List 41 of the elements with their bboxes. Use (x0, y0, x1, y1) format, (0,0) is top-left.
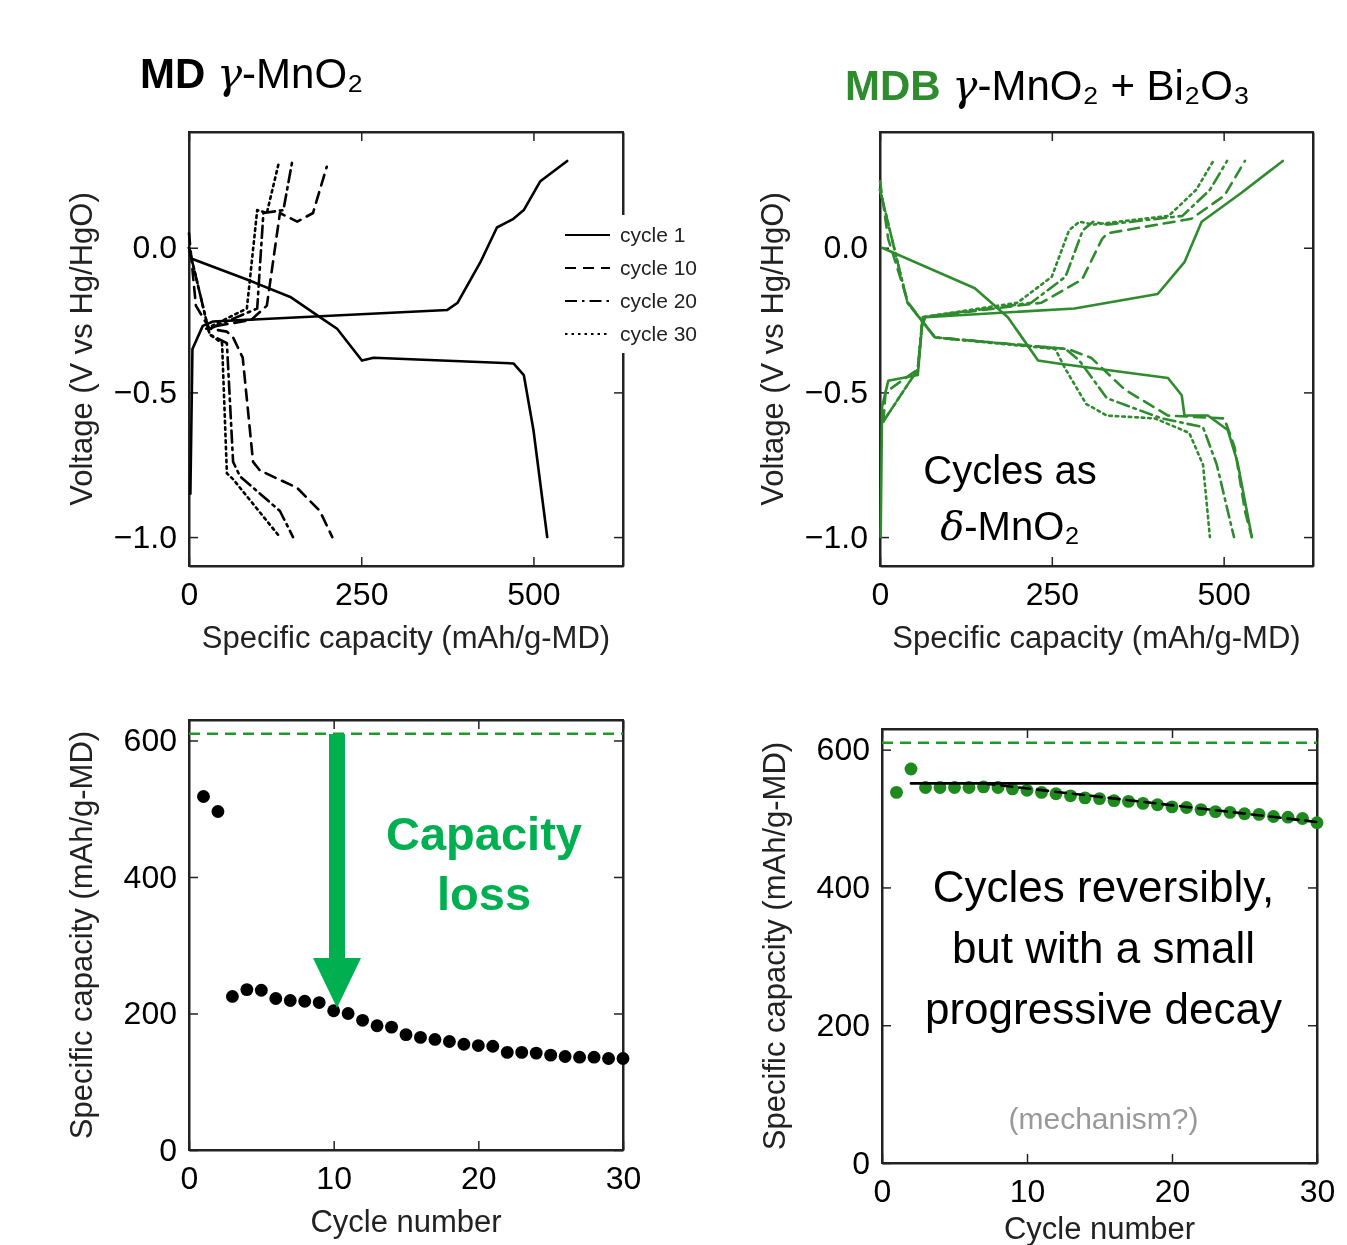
x-tick-label: 10 (1009, 1172, 1046, 1209)
y-tick-label: 200 (123, 995, 177, 1032)
y-tick-label: 400 (123, 858, 177, 895)
y-tick-label: 600 (123, 722, 177, 759)
y-axis-title: Voltage (V vs Hg/HgO) (64, 192, 99, 506)
x-tick-label: 30 (605, 1159, 642, 1196)
legend-label: cycle 30 (620, 322, 698, 345)
x-tick-label: 10 (316, 1159, 352, 1196)
annotation: Cycles reversibly, but with a small progressive decay (924, 862, 1283, 1033)
y-axis-title: Voltage (V vs Hg/HgO) (755, 192, 790, 506)
x-tick-label: 250 (1025, 575, 1080, 612)
y-tick-label: −1.0 (113, 518, 177, 555)
y-tick-label: −0.5 (804, 374, 868, 411)
x-axis-title: Cycle number (310, 1204, 502, 1239)
x-tick-label: 20 (1154, 1172, 1191, 1209)
annotation: (mechanism?) (1008, 1102, 1199, 1135)
annotation: Capacity loss (386, 807, 582, 920)
legend-label: cycle 10 (620, 256, 698, 279)
x-tick-label: 500 (507, 575, 561, 612)
chart-title: MD γ-MnO₂ (140, 49, 364, 98)
x-tick-label: 20 (461, 1159, 497, 1196)
x-axis-title: Specific capacity (mAh/g-MD) (892, 620, 1301, 655)
y-tick-label: 200 (816, 1006, 870, 1043)
y-tick-label: −1.0 (804, 518, 868, 555)
y-tick-label: −0.5 (113, 374, 177, 411)
x-tick-label: 30 (1299, 1172, 1336, 1209)
legend-label: cycle 20 (620, 289, 698, 312)
x-axis-title: Cycle number (1003, 1211, 1196, 1245)
x-tick-label: 250 (335, 575, 389, 612)
y-tick-label: 0 (159, 1131, 177, 1168)
y-axis-title: Specific capacity (mAh/g-MD) (64, 730, 99, 1140)
y-tick-label: 0.0 (823, 229, 868, 266)
x-tick-label: 500 (1197, 575, 1251, 612)
y-tick-label: 0.0 (132, 229, 177, 266)
y-tick-label: 600 (816, 731, 870, 768)
legend-label: cycle 1 (620, 223, 686, 246)
annotation: Cycles as δ-MnO₂ (923, 448, 1097, 549)
y-axis-title: Specific capacity (mAh/g-MD) (757, 741, 792, 1151)
x-axis-title: Specific capacity (mAh/g-MD) (201, 620, 611, 655)
y-tick-label: 400 (816, 869, 870, 906)
chart-title: MDB γ-MnO₂ + Bi₂O₃ (845, 61, 1251, 110)
